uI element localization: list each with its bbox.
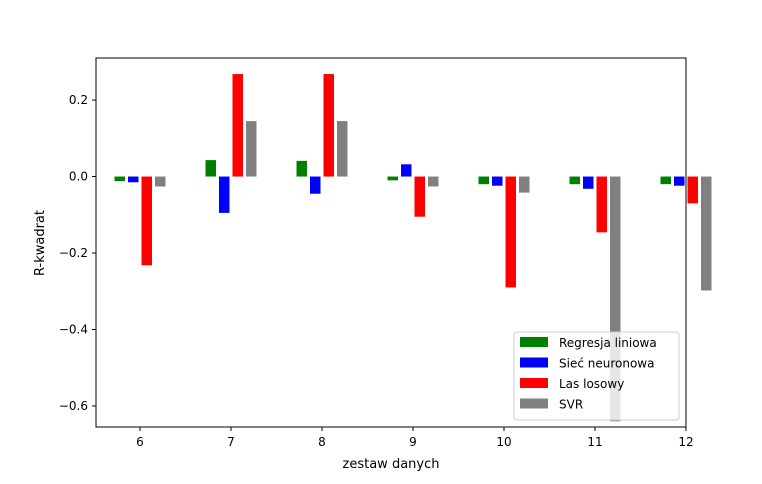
bar-1-7 — [205, 160, 216, 177]
bar-4-10 — [519, 176, 530, 193]
bar-3-12 — [687, 176, 698, 204]
legend-swatch — [520, 378, 548, 388]
bar-2-9 — [401, 164, 412, 177]
x-tick-label: 6 — [136, 435, 144, 449]
x-axis-label: zestaw danych — [343, 457, 440, 472]
y-tick-label: −0.6 — [59, 399, 88, 413]
x-tick-label: 10 — [496, 435, 511, 449]
x-tick-label: 9 — [409, 435, 417, 449]
legend-swatch — [520, 398, 548, 409]
bar-4-8 — [337, 121, 348, 177]
y-axis-label: R-kwadrat — [33, 210, 48, 276]
x-tick-label: 8 — [318, 435, 326, 449]
y-tick-label: 0.2 — [69, 93, 88, 107]
bar-4-9 — [428, 176, 439, 187]
bar-4-12 — [701, 176, 712, 291]
bar-3-7 — [232, 74, 243, 177]
x-tick-label: 7 — [227, 435, 235, 449]
legend-label: Sieć neuronowa — [559, 357, 654, 371]
bar-1-9 — [387, 176, 398, 181]
bar-3-8 — [323, 74, 334, 177]
legend-label: Regresja liniowa — [559, 336, 657, 350]
legend-label: SVR — [559, 398, 583, 412]
bar-4-6 — [155, 176, 166, 187]
bar-1-6 — [114, 176, 125, 182]
x-tick-label: 11 — [587, 435, 602, 449]
y-tick-label: −0.4 — [59, 322, 88, 336]
bar-2-7 — [219, 176, 230, 213]
bar-2-8 — [310, 176, 321, 194]
bar-3-6 — [141, 176, 152, 266]
plot-frame — [95, 57, 687, 428]
bar-1-11 — [569, 176, 580, 185]
legend: Regresja liniowa Sieć neuronowa Las losowy… — [513, 331, 680, 421]
bar-2-12 — [674, 176, 685, 186]
legend-swatch — [520, 337, 548, 347]
y-tick-label: −0.2 — [59, 246, 88, 260]
legend-label: Las losowy — [559, 377, 624, 391]
bar-3-9 — [414, 176, 425, 217]
bar-3-11 — [596, 176, 607, 233]
bar-4-7 — [246, 121, 257, 177]
bar-4-11 — [610, 176, 621, 422]
y-ticks: 0.2 0.0 −0.2 −0.4 −0.6 — [59, 93, 96, 413]
bar-2-10 — [492, 176, 503, 186]
bar-2-11 — [583, 176, 594, 189]
bar-1-12 — [660, 176, 671, 185]
x-tick-label: 12 — [678, 435, 693, 449]
bar-1-10 — [478, 176, 489, 185]
legend-box — [513, 331, 680, 421]
x-ticks: 6 7 8 9 10 11 12 — [136, 427, 694, 449]
y-tick-label: 0.0 — [69, 170, 88, 184]
legend-items: Regresja liniowa Sieć neuronowa Las losowy… — [520, 336, 657, 412]
legend-swatch — [520, 357, 548, 368]
bar-1-8 — [296, 160, 307, 177]
bar-3-10 — [505, 176, 516, 288]
bars-layer — [114, 74, 712, 422]
bar-2-6 — [128, 176, 139, 183]
